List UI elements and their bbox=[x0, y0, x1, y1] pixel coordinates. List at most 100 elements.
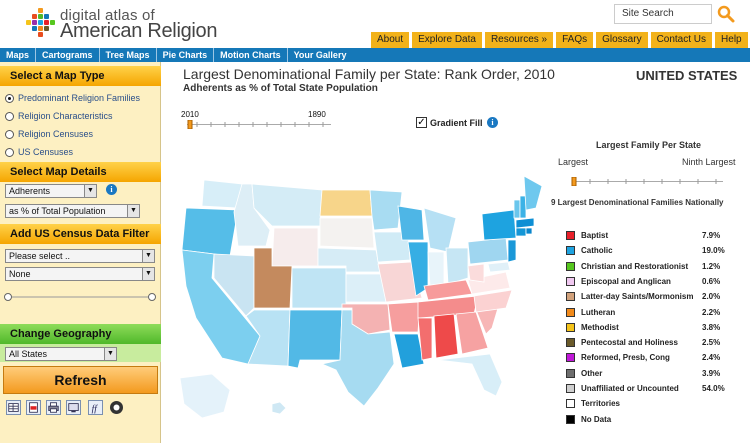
menu-faqs[interactable]: FAQs bbox=[555, 32, 594, 48]
state-ia[interactable] bbox=[373, 231, 411, 263]
state-ms[interactable] bbox=[417, 317, 433, 361]
state-ga[interactable] bbox=[455, 311, 489, 355]
radio-religion-characteristics[interactable]: Religion Characteristics bbox=[5, 111, 113, 121]
state-nj[interactable] bbox=[507, 239, 517, 263]
state-sd[interactable] bbox=[319, 217, 375, 249]
state-ut[interactable] bbox=[253, 247, 293, 309]
year-slider[interactable] bbox=[185, 120, 333, 129]
radio-icon[interactable] bbox=[5, 129, 14, 139]
state-in[interactable] bbox=[427, 251, 445, 287]
state-ar[interactable] bbox=[387, 301, 421, 333]
state-wi[interactable] bbox=[397, 205, 425, 241]
nav-maps[interactable]: Maps bbox=[0, 48, 37, 62]
state-mo[interactable] bbox=[377, 261, 423, 303]
state-nc[interactable] bbox=[473, 289, 513, 313]
formula-icon[interactable]: ff bbox=[88, 400, 103, 415]
chevron-down-icon[interactable]: ▼ bbox=[142, 268, 154, 280]
search-icon[interactable] bbox=[716, 4, 736, 24]
legend-item[interactable]: Other 3.9% bbox=[566, 369, 746, 380]
state-me[interactable] bbox=[523, 175, 543, 211]
pdf-icon[interactable] bbox=[26, 400, 41, 415]
legend-item[interactable]: No Data bbox=[566, 415, 746, 426]
menu-explore-data[interactable]: Explore Data bbox=[411, 32, 482, 48]
state-ak[interactable] bbox=[179, 373, 231, 419]
legend-item[interactable]: Lutheran 2.2% bbox=[566, 308, 746, 319]
radio-icon[interactable] bbox=[5, 147, 14, 157]
menu-resources[interactable]: Resources » bbox=[483, 32, 554, 48]
legend-item[interactable]: Pentecostal and Holiness 2.5% bbox=[566, 338, 746, 349]
state-ks[interactable] bbox=[345, 273, 387, 303]
info-icon[interactable]: i bbox=[487, 117, 498, 128]
site-logo[interactable]: digital atlas of American Religion bbox=[26, 6, 256, 42]
census-sub-select[interactable]: None ▼ bbox=[5, 267, 155, 281]
legend-item[interactable]: Unaffiliated or Uncounted 54.0% bbox=[566, 384, 746, 395]
state-wv[interactable] bbox=[467, 263, 485, 283]
state-md[interactable] bbox=[487, 261, 511, 273]
chevron-down-icon[interactable]: ▼ bbox=[142, 250, 154, 262]
legend-item[interactable]: Territories bbox=[566, 399, 746, 410]
state-wy[interactable] bbox=[271, 227, 319, 267]
state-oh[interactable] bbox=[445, 247, 469, 285]
state-hi[interactable] bbox=[271, 401, 287, 415]
nav-motion-charts[interactable]: Motion Charts bbox=[214, 48, 288, 62]
site-search-input[interactable]: Site Search bbox=[614, 4, 712, 24]
nav-pie-charts[interactable]: Pie Charts bbox=[157, 48, 215, 62]
chevron-down-icon[interactable]: ▼ bbox=[84, 185, 96, 197]
state-mi[interactable] bbox=[423, 207, 457, 253]
state-va[interactable] bbox=[467, 271, 511, 295]
state-ri[interactable] bbox=[525, 227, 533, 235]
state-pa[interactable] bbox=[467, 237, 509, 265]
census-select[interactable]: Please select .. ▼ bbox=[5, 249, 155, 263]
rank-slider[interactable] bbox=[570, 177, 725, 186]
info-icon[interactable]: i bbox=[106, 184, 117, 195]
state-nd[interactable] bbox=[319, 189, 373, 217]
chevron-down-icon[interactable]: ▼ bbox=[104, 348, 116, 360]
legend-item[interactable]: Reformed, Presb, Cong 2.4% bbox=[566, 353, 746, 364]
legend-item[interactable]: Episcopal and Anglican 0.6% bbox=[566, 277, 746, 288]
radio-us-censuses[interactable]: US Censuses bbox=[5, 147, 73, 157]
legend-item[interactable]: Catholic 19.0% bbox=[566, 246, 746, 257]
legend-item[interactable]: Baptist 7.9% bbox=[566, 231, 746, 242]
year-slider-handle[interactable] bbox=[187, 120, 193, 129]
menu-help[interactable]: Help bbox=[714, 32, 748, 48]
state-al[interactable] bbox=[433, 313, 459, 359]
state-or[interactable] bbox=[181, 207, 239, 257]
legend-item[interactable]: Christian and Restorationist 1.2% bbox=[566, 262, 746, 273]
state-ma[interactable] bbox=[515, 217, 535, 229]
state-ny[interactable] bbox=[481, 209, 517, 241]
refresh-button[interactable]: Refresh bbox=[3, 366, 158, 394]
state-nv[interactable] bbox=[213, 253, 255, 317]
radio-predominant-families[interactable]: Predominant Religion Families bbox=[5, 93, 140, 103]
state-ct[interactable] bbox=[515, 227, 527, 237]
state-tx[interactable] bbox=[320, 309, 395, 407]
nav-your-gallery[interactable]: Your Gallery bbox=[293, 50, 347, 60]
legend-item[interactable]: Latter-day Saints/Mormonism 2.0% bbox=[566, 292, 746, 303]
nav-tree-maps[interactable]: Tree Maps bbox=[100, 48, 157, 62]
state-la[interactable] bbox=[393, 333, 425, 369]
state-mt[interactable] bbox=[251, 183, 323, 227]
rank-slider-handle[interactable] bbox=[571, 177, 577, 186]
state-co[interactable] bbox=[291, 267, 347, 309]
nav-cartograms[interactable]: Cartograms bbox=[36, 48, 100, 62]
geography-select[interactable]: All States ▼ bbox=[5, 347, 117, 361]
state-fl[interactable] bbox=[437, 353, 503, 397]
state-vt[interactable] bbox=[513, 199, 521, 219]
table-icon[interactable] bbox=[6, 400, 21, 415]
embed-icon[interactable] bbox=[66, 400, 81, 415]
menu-about[interactable]: About bbox=[370, 32, 410, 48]
menu-contact-us[interactable]: Contact Us bbox=[649, 32, 713, 48]
radio-icon[interactable] bbox=[5, 111, 14, 121]
radio-selected-icon[interactable] bbox=[5, 93, 14, 103]
gradient-fill-checkbox[interactable]: ✓ bbox=[416, 117, 427, 128]
state-mn[interactable] bbox=[369, 189, 403, 231]
unit-select[interactable]: as % of Total Population ▼ bbox=[5, 204, 140, 218]
legend-item[interactable]: Methodist 3.8% bbox=[566, 323, 746, 334]
menu-glossary[interactable]: Glossary bbox=[595, 32, 648, 48]
print-icon[interactable] bbox=[46, 400, 61, 415]
us-map[interactable] bbox=[172, 168, 550, 433]
radio-religion-censuses[interactable]: Religion Censuses bbox=[5, 129, 93, 139]
settings-icon[interactable] bbox=[109, 400, 124, 415]
census-range-slider[interactable] bbox=[4, 292, 156, 302]
state-nm[interactable] bbox=[287, 309, 343, 369]
chevron-down-icon[interactable]: ▼ bbox=[127, 205, 139, 217]
